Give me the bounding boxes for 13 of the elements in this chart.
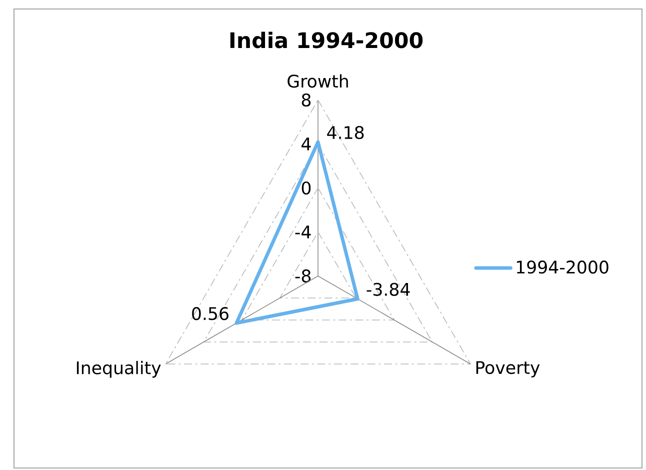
data-label: 4.18: [327, 126, 364, 140]
legend-label: 1994-2000: [516, 260, 608, 274]
y-tick-label: 8: [302, 93, 311, 107]
chart-title: India 1994-2000: [230, 32, 423, 48]
spoke-label: Inequality: [76, 360, 161, 378]
y-tick-label: -8: [295, 269, 311, 283]
spoke-label: Poverty: [476, 361, 540, 378]
y-tick-label: 0: [302, 181, 311, 195]
spoke-label: Growth: [288, 74, 348, 88]
y-tick-label: -4: [295, 226, 311, 238]
y-tick-label: 4: [302, 138, 311, 150]
data-label: 0.56: [192, 307, 228, 320]
data-label: -3.84: [366, 282, 410, 296]
